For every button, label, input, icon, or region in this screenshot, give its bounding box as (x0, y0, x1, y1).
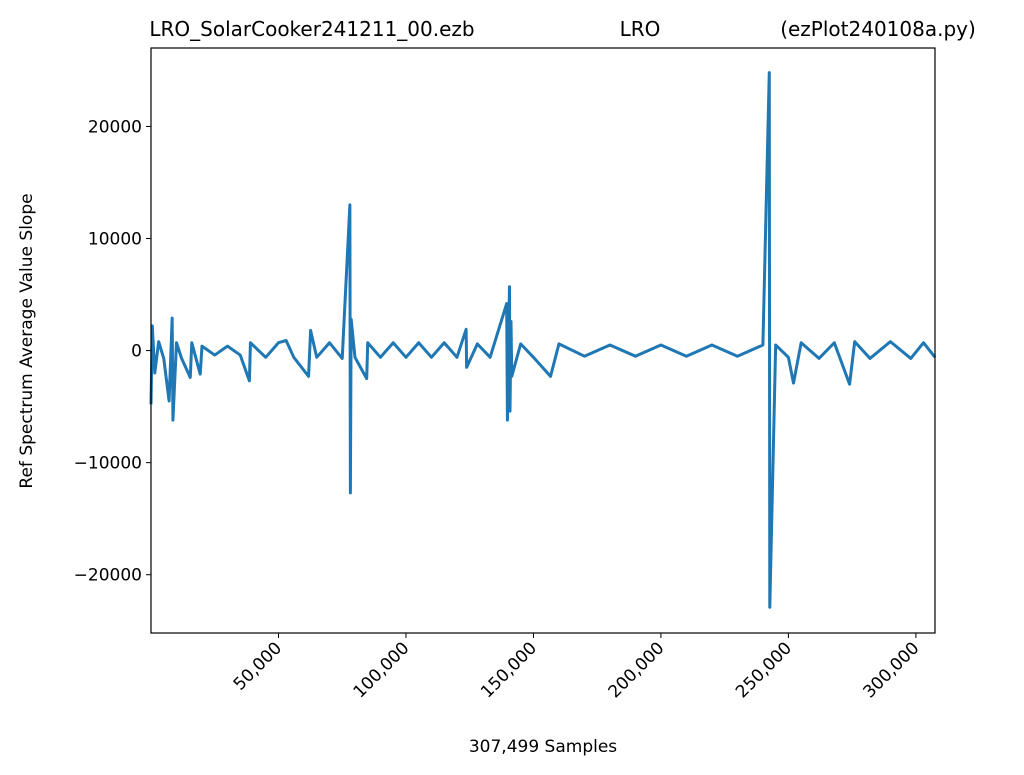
chart-title-right: (ezPlot240108a.py) (780, 17, 976, 41)
x-tick-label: 100,000 (350, 638, 414, 702)
plot-frame (150, 47, 936, 634)
y-tick-label: −10000 (74, 454, 142, 474)
y-tick-label: −20000 (74, 566, 142, 586)
x-tick-label: 250,000 (732, 638, 796, 702)
y-tick-label: 10000 (88, 230, 142, 250)
x-tick-label: 200,000 (605, 638, 669, 702)
x-tick-label: 300,000 (860, 638, 924, 702)
data-line (149, 71, 937, 609)
y-axis-label: Ref Spectrum Average Value Slope (17, 193, 37, 488)
y-tick-label: 20000 (88, 117, 142, 137)
chart-title-center: LRO (620, 17, 661, 41)
chart-title-left: LRO_SolarCooker241211_00.ezb (149, 17, 474, 41)
x-axis-label: 307,499 Samples (469, 737, 617, 757)
x-tick-label: 50,000 (230, 638, 286, 694)
y-tick-label: 0 (131, 342, 142, 362)
x-tick-label: 150,000 (477, 638, 541, 702)
